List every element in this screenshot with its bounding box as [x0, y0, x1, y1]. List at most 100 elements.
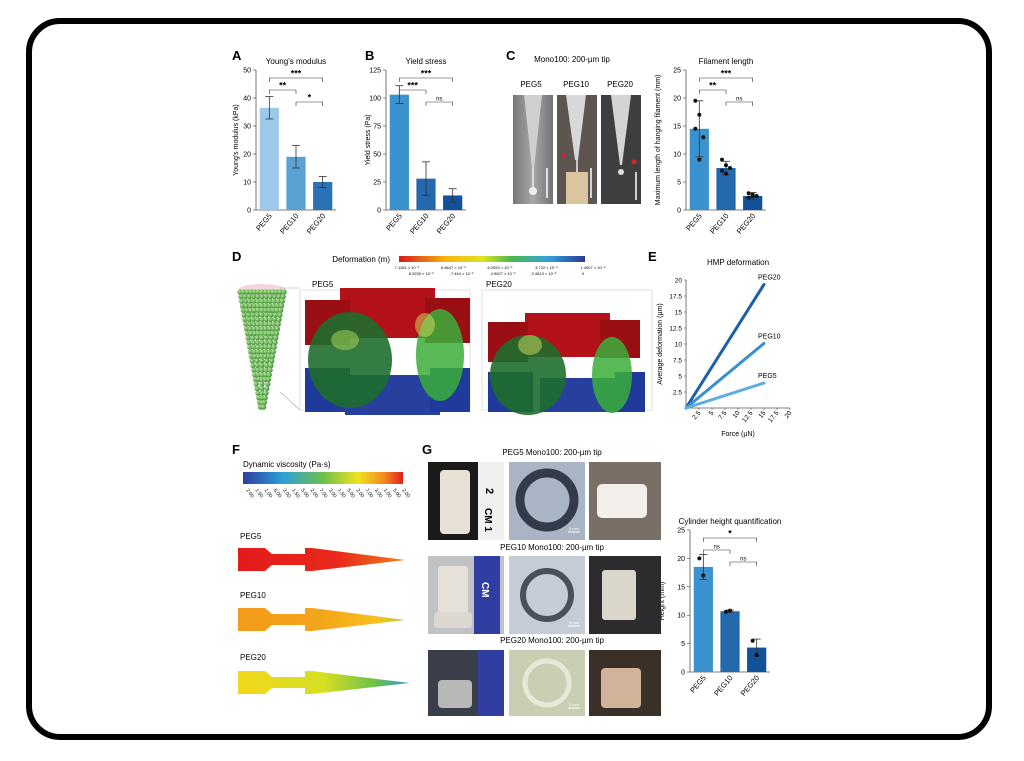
- significance-bracket: [425, 101, 453, 106]
- panel-b-letter: B: [365, 48, 374, 63]
- colorbar-tick-label: 4.9627 × 10⁻⁵: [491, 271, 516, 276]
- significance-label: ***: [721, 69, 732, 79]
- y-tick-label: 10: [675, 342, 683, 349]
- viscosity-colorbar: [243, 472, 403, 484]
- x-tick-label: PEG20: [305, 212, 327, 236]
- microgel-bead: [245, 312, 252, 318]
- microgel-bead: [259, 298, 265, 304]
- viscosity-ticks: 2.001.501.006.003.001.505.002.007.003.00…: [244, 488, 411, 500]
- y-axis-label: Yield stress (Pa): [365, 114, 372, 165]
- colorbar-tick-label: 7.1164 × 10⁻⁵: [395, 265, 420, 270]
- microgel-bead: [267, 367, 273, 373]
- microgel-bead: [254, 363, 261, 369]
- microgel-bead: [262, 395, 268, 401]
- microgel-bead: [261, 399, 268, 405]
- y-tick-label: 0: [677, 208, 681, 215]
- panel-a-letter: A: [232, 48, 242, 63]
- chart-youngs-modulus: Young's modulus 0 10 20 30 40 50 Young's modulu…: [233, 57, 336, 236]
- data-point: [728, 608, 732, 613]
- significance-label: ***: [291, 69, 302, 79]
- microgel-bead: [280, 294, 286, 300]
- significance-bracket: [703, 537, 757, 542]
- microgel-bead: [244, 289, 250, 295]
- microgel-bead: [267, 294, 274, 300]
- colorbar-tick-label: 1.50: [336, 488, 347, 500]
- y-tick-label: 25: [677, 528, 685, 535]
- microgel-bead: [263, 298, 269, 304]
- ruler-mark-2: 2: [483, 488, 495, 494]
- microgel-bead: [267, 298, 273, 304]
- colorbar-tick-label: 1.50: [290, 488, 301, 500]
- microgel-bead: [254, 358, 260, 364]
- microgel-bead: [263, 390, 269, 396]
- microgel-bead: [269, 353, 276, 359]
- data-point: [697, 556, 702, 561]
- microgel-bead: [263, 289, 269, 295]
- microgel-bead: [255, 340, 261, 346]
- microgel-bead: [264, 358, 270, 364]
- microgel-bead: [272, 294, 278, 300]
- microgel-bead: [271, 321, 277, 327]
- significance-label: ns: [736, 97, 742, 103]
- microgel-bead: [278, 307, 284, 313]
- microgel-bead: [251, 321, 257, 327]
- microgel-bead: [247, 326, 253, 332]
- y-tick-label: 125: [369, 68, 381, 75]
- photo-label-peg10: PEG10: [563, 80, 589, 89]
- microgel-bead: [255, 321, 261, 327]
- microgel-bead: [259, 349, 265, 355]
- x-tick-label: PEG20: [735, 212, 757, 236]
- data-point: [693, 126, 698, 131]
- microgel-bead: [259, 344, 265, 350]
- data-point: [754, 194, 759, 198]
- microgel-bead: [252, 372, 258, 378]
- colorbar-tick-label: 6.2053 × 10⁻⁵: [487, 265, 512, 270]
- microgel-bead: [274, 307, 280, 313]
- microgel-bead: [250, 317, 257, 323]
- microgel-bead: [246, 294, 252, 300]
- microgel-bead: [244, 330, 250, 336]
- microgel-bead: [247, 344, 253, 350]
- x-tick-label: PEG10: [408, 212, 430, 236]
- microgel-bead: [272, 340, 278, 346]
- scale-bar-label: 5 mm: [569, 702, 580, 707]
- microgel-bead: [259, 312, 265, 318]
- data-point: [746, 191, 751, 196]
- microgel-bead: [272, 317, 278, 323]
- colorbar-tick-label: 2.00: [244, 488, 255, 500]
- data-point: [697, 157, 702, 162]
- print-peg5-lying-photo: [589, 462, 661, 540]
- microgel-bead: [274, 330, 280, 336]
- microgel-bead: [255, 372, 261, 378]
- data-point: [728, 166, 732, 170]
- microgel-bead: [270, 307, 276, 313]
- colorbar-tick-label: 1.50: [254, 488, 265, 500]
- microgel-bead: [269, 358, 275, 364]
- microgel-bead: [237, 289, 243, 295]
- significance-label: **: [279, 81, 287, 91]
- chart-title: Yield stress: [405, 57, 446, 66]
- data-point: [746, 195, 751, 200]
- chart-cylinder-height: Cylinder height quantification 0 5 10 15 20 25…: [659, 517, 781, 698]
- chart-title: HMP deformation: [707, 258, 769, 267]
- significance-bracket: [699, 89, 727, 94]
- microgel-bead: [259, 289, 265, 295]
- data-point: [701, 135, 706, 140]
- photo-peg5-filament: [513, 95, 553, 204]
- print-peg10-side-photo: CM: [428, 556, 504, 634]
- microgel-bead: [259, 386, 265, 392]
- colorbar-tick-label: 0: [582, 271, 585, 276]
- print-peg20-lying-photo: [589, 650, 661, 716]
- chart-yield-stress: Yield stress 0 25 50 75 100 125 Yield stress (P…: [365, 57, 466, 236]
- viscosity-label-peg10: PEG10: [240, 591, 266, 600]
- data-point: [720, 168, 724, 173]
- y-tick-label: 30: [243, 124, 251, 131]
- microgel-bead: [270, 349, 277, 355]
- microgel-bead: [264, 386, 270, 392]
- microgel-bead: [281, 289, 287, 295]
- colorbar-tick-label: 1.4907 × 10⁻⁵: [580, 265, 605, 270]
- photo-title: Mono100: 200-µm tip: [534, 55, 610, 64]
- microgel-bead: [259, 317, 265, 323]
- microgel-bead: [263, 349, 269, 355]
- data-point: [750, 638, 755, 643]
